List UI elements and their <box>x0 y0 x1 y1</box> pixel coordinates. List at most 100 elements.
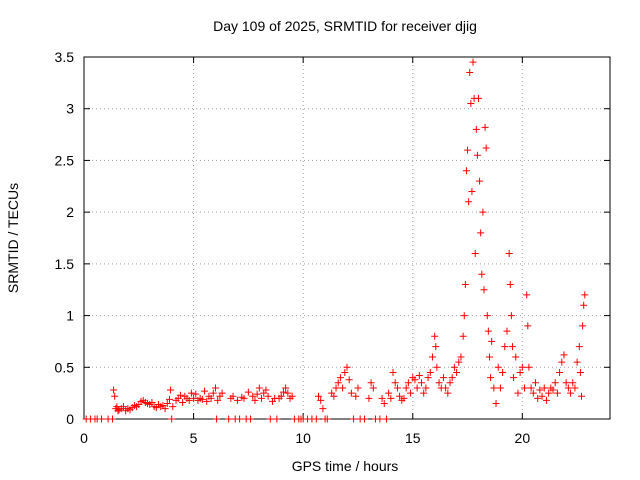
data-point <box>525 363 533 371</box>
data-point <box>255 384 263 392</box>
data-point <box>402 384 410 392</box>
data-point <box>282 384 290 392</box>
data-point <box>192 390 200 398</box>
data-point <box>404 379 412 387</box>
data-point <box>480 286 488 294</box>
data-point <box>264 392 272 400</box>
data-point <box>198 395 206 403</box>
data-point <box>450 363 458 371</box>
data-point <box>354 384 362 392</box>
data-point <box>485 353 493 361</box>
data-point <box>376 415 384 423</box>
data-point <box>467 100 475 108</box>
data-point <box>469 58 477 66</box>
data-point <box>545 389 553 397</box>
data-point <box>558 358 566 366</box>
data-point <box>578 392 586 400</box>
data-point <box>439 374 447 382</box>
data-point <box>214 396 222 404</box>
data-point <box>343 363 351 371</box>
data-point <box>244 388 252 396</box>
data-point <box>229 392 237 400</box>
data-point <box>560 351 568 359</box>
data-point <box>347 389 355 397</box>
data-point <box>464 146 472 154</box>
data-point <box>240 394 248 402</box>
data-point <box>453 368 461 376</box>
data-point <box>508 343 516 351</box>
data-point <box>407 389 415 397</box>
data-point <box>418 379 426 387</box>
data-point <box>108 415 116 423</box>
x-tick-label: 10 <box>295 430 311 446</box>
y-tick-label: 1.5 <box>55 256 75 272</box>
data-point <box>576 368 584 376</box>
data-point <box>529 389 537 397</box>
data-point <box>315 392 323 400</box>
y-tick-label: 2.5 <box>55 152 75 168</box>
data-point <box>203 397 211 405</box>
data-point <box>482 144 490 152</box>
data-point <box>523 291 531 299</box>
data-point <box>478 270 486 278</box>
data-point <box>190 394 198 402</box>
data-point <box>163 399 171 407</box>
data-point <box>506 281 514 289</box>
data-point <box>378 394 386 402</box>
data-point <box>521 384 529 392</box>
data-point <box>471 250 479 258</box>
data-point <box>512 353 520 361</box>
data-point <box>442 384 450 392</box>
data-point <box>176 391 184 399</box>
points-layer <box>82 58 589 423</box>
data-point <box>432 343 440 351</box>
data-point <box>284 389 292 397</box>
data-point <box>236 415 244 423</box>
data-point <box>369 384 377 392</box>
data-point <box>536 386 544 394</box>
data-point <box>462 167 470 175</box>
data-point <box>312 415 320 423</box>
data-point <box>484 327 492 335</box>
data-point <box>317 396 325 404</box>
data-point <box>490 384 498 392</box>
chart-title: Day 109 of 2025, SRMTID for receiver dji… <box>213 18 477 34</box>
data-point <box>446 379 454 387</box>
data-point <box>207 394 215 402</box>
data-point <box>279 388 287 396</box>
data-point <box>540 384 548 392</box>
data-point <box>415 372 423 380</box>
data-point <box>575 343 583 351</box>
data-point <box>352 392 360 400</box>
data-point <box>110 386 118 394</box>
data-point <box>564 384 572 392</box>
data-point <box>503 327 511 335</box>
data-point <box>534 394 542 402</box>
data-point <box>531 379 539 387</box>
data-point <box>288 392 296 400</box>
data-point <box>444 389 452 397</box>
data-point <box>420 389 428 397</box>
plot-frame <box>83 56 611 420</box>
data-point <box>448 374 456 382</box>
data-point <box>119 403 127 411</box>
data-point <box>494 363 502 371</box>
data-point <box>549 386 557 394</box>
data-point <box>479 208 487 216</box>
data-point <box>165 395 173 403</box>
grid-layer <box>84 57 610 419</box>
data-point <box>411 376 419 384</box>
data-point <box>187 389 195 397</box>
data-point <box>319 405 327 413</box>
data-point <box>431 332 439 340</box>
data-point <box>262 386 270 394</box>
data-point <box>400 394 408 402</box>
data-point <box>380 399 388 407</box>
data-point <box>273 415 281 423</box>
data-point <box>538 392 546 400</box>
data-point <box>465 198 473 206</box>
data-point <box>258 394 266 402</box>
data-point <box>185 396 193 404</box>
data-point <box>435 379 443 387</box>
